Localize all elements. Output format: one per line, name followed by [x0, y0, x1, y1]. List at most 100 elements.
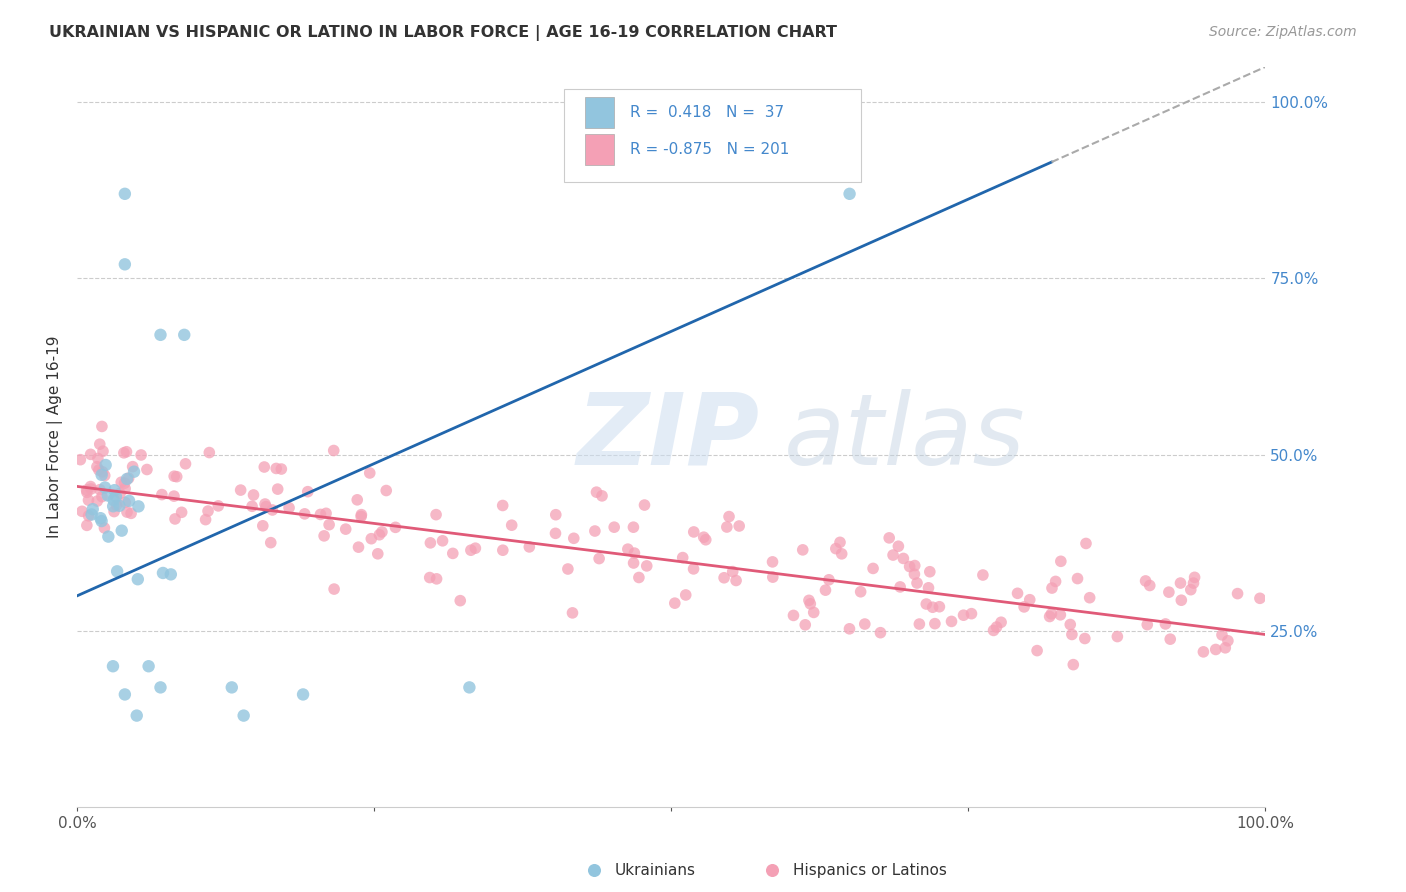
Point	[633, 498, 655, 512]
Point	[70, 504, 93, 518]
Point	[960, 607, 983, 621]
Point	[557, 562, 579, 576]
Point	[371, 524, 394, 539]
Text: R =  0.418   N =  37: R = 0.418 N = 37	[630, 104, 785, 120]
Point	[693, 530, 716, 544]
Point	[1059, 617, 1081, 632]
Point	[1154, 617, 1177, 632]
Point	[928, 599, 950, 614]
Point	[114, 257, 136, 271]
Point	[350, 509, 373, 524]
Point	[849, 584, 872, 599]
Point	[425, 508, 447, 522]
Point	[112, 446, 135, 460]
Point	[1192, 645, 1215, 659]
Point	[104, 490, 127, 504]
Point	[1211, 628, 1233, 642]
Point	[118, 471, 141, 485]
Point	[315, 506, 337, 520]
Point	[90, 467, 112, 482]
Point	[93, 468, 115, 483]
Point	[986, 620, 1008, 634]
Point	[591, 489, 613, 503]
Point	[242, 488, 264, 502]
Point	[918, 565, 941, 579]
Point	[138, 659, 160, 673]
Point	[163, 469, 186, 483]
Point	[1136, 617, 1159, 632]
Point	[762, 570, 785, 584]
Point	[152, 566, 174, 580]
Point	[924, 616, 946, 631]
Point	[127, 500, 149, 514]
Point	[114, 688, 136, 702]
Point	[197, 504, 219, 518]
Point	[1107, 630, 1129, 644]
Point	[792, 542, 814, 557]
Point	[544, 526, 567, 541]
Point	[728, 519, 751, 533]
Point	[114, 476, 136, 491]
FancyBboxPatch shape	[564, 89, 862, 182]
Point	[115, 472, 138, 486]
Point	[1045, 574, 1067, 589]
Bar	[585, 135, 614, 165]
Point	[350, 508, 373, 522]
Point	[1040, 607, 1063, 621]
Point	[828, 535, 851, 549]
Point	[1074, 536, 1097, 550]
Point	[803, 606, 825, 620]
Point	[360, 532, 382, 546]
Point	[889, 580, 911, 594]
Point	[101, 500, 124, 514]
Point	[1050, 554, 1073, 568]
Point	[292, 688, 315, 702]
Point	[105, 499, 128, 513]
Bar	[585, 97, 614, 128]
Point	[492, 499, 515, 513]
Point	[322, 443, 344, 458]
Point	[1060, 627, 1083, 641]
Point	[623, 546, 645, 560]
Point	[432, 533, 454, 548]
Point	[82, 502, 104, 516]
Point	[367, 547, 389, 561]
Text: Hispanics or Latinos: Hispanics or Latinos	[793, 863, 946, 878]
Point	[1049, 607, 1071, 622]
Point	[77, 493, 100, 508]
Point	[972, 568, 994, 582]
Point	[990, 615, 1012, 630]
Point	[1135, 574, 1157, 588]
Point	[103, 483, 125, 498]
Point	[76, 518, 98, 533]
Point	[1066, 572, 1088, 586]
Point	[114, 186, 136, 201]
Point	[682, 524, 704, 539]
Point	[318, 517, 340, 532]
Point	[517, 540, 540, 554]
Point	[1249, 591, 1271, 606]
Point	[262, 503, 284, 517]
Point	[903, 567, 925, 582]
Point	[1040, 581, 1063, 595]
Point	[254, 497, 277, 511]
Point	[799, 597, 821, 611]
Point	[1012, 599, 1035, 614]
Point	[267, 482, 290, 496]
Point	[1157, 585, 1180, 599]
Point	[1180, 582, 1202, 597]
Point	[501, 518, 523, 533]
Point	[89, 437, 111, 451]
Point	[69, 452, 91, 467]
Point	[441, 546, 464, 560]
Point	[915, 597, 938, 611]
Point	[114, 495, 136, 509]
Point	[194, 513, 217, 527]
Point	[254, 500, 277, 514]
Point	[419, 536, 441, 550]
Text: ZIP: ZIP	[576, 389, 759, 485]
Point	[1226, 586, 1249, 600]
Point	[94, 458, 117, 472]
Point	[583, 524, 606, 538]
Point	[122, 465, 145, 479]
